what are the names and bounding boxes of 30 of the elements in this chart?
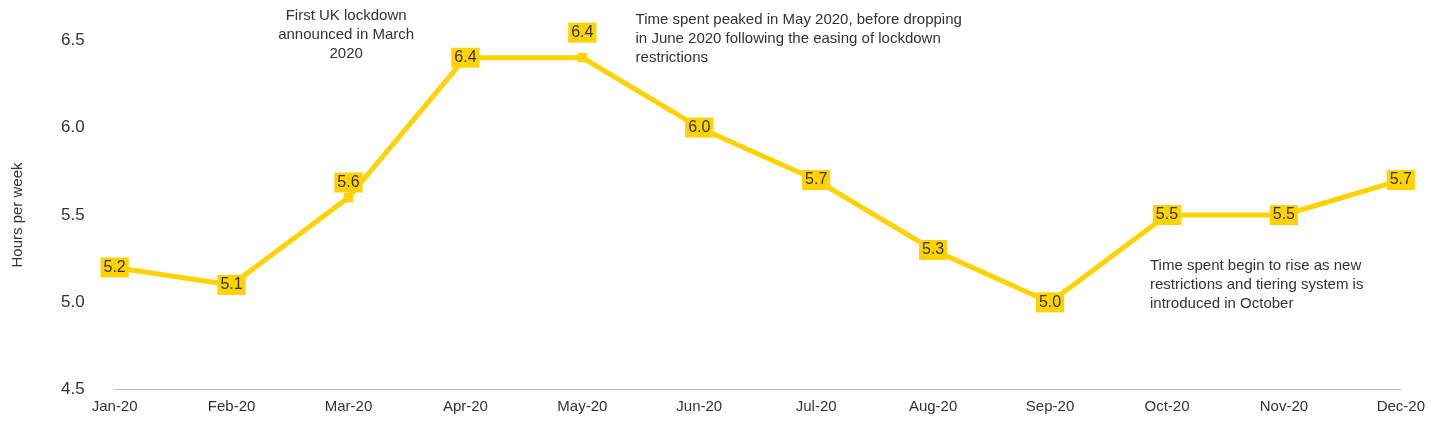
x-tick-label: Mar-20 [324,396,373,414]
y-tick-label: 4.5 [60,379,85,399]
x-tick-label: May-20 [557,396,608,414]
data-label: 5.1 [220,275,243,293]
data-label: 5.3 [921,240,945,258]
data-label: 6.0 [688,118,711,136]
x-tick-label: Sep-20 [1025,396,1075,414]
y-tick-label: 6.0 [60,117,85,137]
annotation: Time spent begin to rise as new restrictions and tiering system is introduced in October [1150,255,1364,311]
data-label: 5.7 [805,170,828,188]
y-tick-label: 6.5 [60,29,85,49]
x-tick-label: Feb-20 [207,396,256,414]
x-tick-label: Dec-20 [1376,396,1425,414]
data-label: 5.2 [103,257,126,275]
x-tick-label: Apr-20 [442,396,488,414]
annotation: Time spent peaked in May 2020, before dropping in June 2020 following the easing of lockdown restrictions [635,9,962,65]
x-tick-label: Jun-20 [676,396,723,414]
y-axis-title: Hours per week [8,161,26,268]
data-label: 6.4 [571,23,594,41]
data-label: 6.4 [454,48,477,66]
data-label: 5.7 [1389,170,1413,188]
data-label: 5.6 [337,172,360,190]
x-tick-label: Oct-20 [1144,396,1190,414]
y-tick-label: 5.0 [60,292,85,312]
x-tick-label: Jan-20 [91,396,138,414]
annotation: First UK lockdown announced in March 2020 [278,5,415,61]
x-tick-label: Jul-20 [795,396,837,414]
x-tick-label: Aug-20 [908,396,958,414]
x-tick-label: Nov-20 [1259,396,1309,414]
y-tick-label: 5.5 [60,204,85,224]
